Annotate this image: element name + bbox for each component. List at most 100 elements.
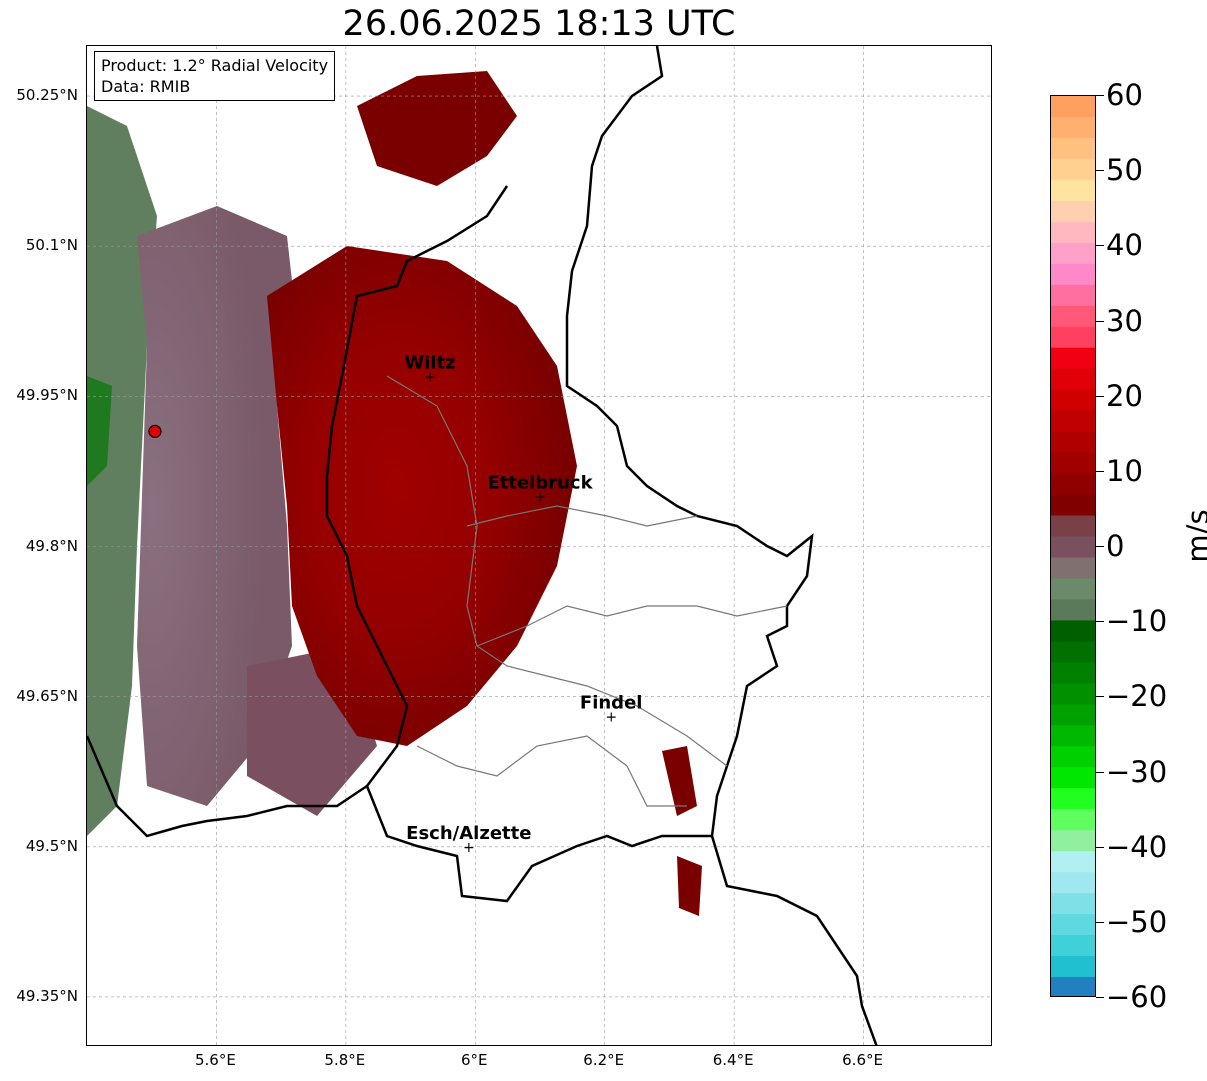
lat-label: 49.5°N [25,836,78,855]
colorbar-tick-label: −20 [1106,679,1168,714]
country-border-south [365,785,712,903]
colorbar-tick-label: 40 [1106,228,1143,263]
radar-site-marker [148,424,162,438]
colorbar-segment [1051,431,1095,454]
colorbar-tick [1096,395,1104,397]
colorbar-tick-label: −50 [1106,904,1168,939]
colorbar-segment [1051,956,1095,978]
colorbar-segment [1051,452,1095,475]
colorbar-segment [1051,347,1095,370]
colorbar-segment [1051,305,1095,328]
colorbar-segment [1051,704,1095,726]
colorbar-segment [1051,137,1095,160]
colorbar-segment [1051,977,1095,996]
colorbar-segment [1051,368,1095,391]
colorbar-tick-label: 60 [1106,78,1143,112]
lat-label: 49.35°N [16,986,78,1005]
colorbar-segment [1051,935,1095,957]
colorbar-tick [1096,621,1104,623]
lat-label: 49.65°N [16,686,78,705]
city-label: Findel [580,693,643,714]
colorbar-segment [1051,851,1095,873]
city-label: Esch/Alzette [406,823,531,844]
lat-label: 49.95°N [16,386,78,405]
colorbar-tick-label: 10 [1106,453,1143,488]
city-label: Ettelbruck [487,472,593,493]
colorbar-segment [1051,620,1095,642]
colorbar-segment [1051,473,1095,496]
colorbar-tick-label: −30 [1106,754,1168,789]
colorbar-unit-label: m/s [1181,509,1207,563]
colorbar-tick [1096,245,1104,247]
city-label: Wiltz [404,352,455,373]
colorbar-segment [1051,830,1095,852]
canton-borders [386,375,788,807]
colorbar-tick [1096,921,1104,923]
colorbar-segment [1051,179,1095,202]
colorbar-tick-label: −10 [1106,604,1168,639]
gridlines [87,46,991,1045]
lat-label: 50.25°N [16,86,78,105]
colorbar-segment [1051,242,1095,265]
colorbar-tick [1096,546,1104,547]
lon-label: 5.8°E [324,1051,366,1069]
colorbar-segment [1051,263,1095,286]
echo-zero-band [137,206,297,806]
country-border-west [87,185,509,838]
radar-map[interactable]: + Wiltz + Ettelbruck + Findel + Esch/Alzette [86,45,992,1046]
lon-label: 5.6°E [195,1051,236,1069]
colorbar-segment [1051,221,1095,244]
colorbar-segment [1051,578,1095,601]
echo-inbound-green [87,106,157,836]
colorbar-segment [1051,767,1095,789]
lon-label: 6.2°E [583,1051,625,1069]
colorbar-segment [1051,725,1095,747]
product-info-box: Product: 1.2° Radial Velocity Data: RMIB [94,51,336,101]
city-markers: +Wiltz+Ettelbruck+Findel+Esch/Alzette [404,352,642,855]
colorbar-segment [1051,158,1095,181]
echo-sw-cluster [662,746,697,816]
lon-label: 6°E [461,1051,488,1069]
colorbar-segment [1051,641,1095,663]
colorbar-tick-label: 20 [1106,378,1143,413]
echo-se-cluster [677,856,702,916]
colorbar-segment [1051,116,1095,139]
colorbar-segment [1051,746,1095,768]
map-title: 26.06.2025 18:13 UTC [342,4,736,44]
colorbar-segment [1051,200,1095,223]
colorbar-segment [1051,96,1095,118]
product-line: Product: 1.2° Radial Velocity [101,56,329,75]
colorbar-tick [1096,320,1104,322]
colorbar-segment [1051,494,1095,517]
colorbar-tick [1096,470,1104,472]
city-marker: + [463,840,475,856]
echo-inbound-dark-green [87,376,112,486]
colorbar-segment [1051,284,1095,307]
colorbar-segment [1051,809,1095,831]
colorbar-segment [1051,389,1095,412]
city-marker: + [424,369,436,385]
echo-north-cluster [357,71,517,186]
colorbar-tick [1096,170,1104,172]
colorbar-segment [1051,536,1095,559]
colorbar-segment [1051,410,1095,433]
city-marker: + [605,710,617,726]
colorbar-segment [1051,893,1095,915]
map-canvas: +Wiltz+Ettelbruck+Findel+Esch/Alzette [87,46,991,1045]
colorbar-tick [1096,696,1104,698]
colorbar-gradient [1051,96,1095,996]
lon-label: 6.4°E [712,1051,754,1069]
colorbar-segment [1051,557,1095,580]
colorbar-segment [1051,599,1095,622]
colorbar-segment [1051,326,1095,349]
colorbar-tick [1096,771,1104,773]
colorbar-tick-label: 30 [1106,303,1143,338]
city-marker: + [534,489,546,505]
lat-label: 49.8°N [25,536,78,555]
lon-label: 6.6°E [842,1051,883,1069]
lat-label: 50.1°N [25,236,78,255]
colorbar-segment [1051,662,1095,684]
colorbar-tick [1096,95,1104,96]
echo-outbound-red [267,246,577,746]
colorbar-segment [1051,788,1095,810]
